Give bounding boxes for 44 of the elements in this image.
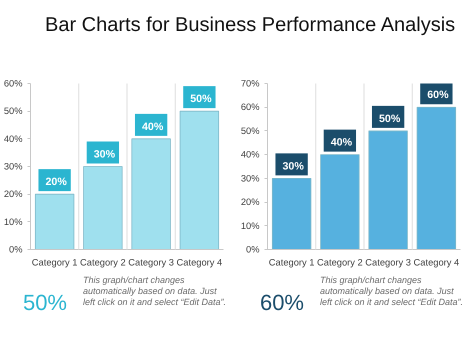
bar <box>320 154 360 250</box>
bar <box>416 106 456 250</box>
data-label: 60% <box>427 89 450 102</box>
y-tick-label: 10% <box>4 216 22 227</box>
x-tick-label: Category 2 <box>80 258 126 268</box>
data-label: 30% <box>282 160 304 172</box>
y-tick-label: 40% <box>4 134 22 144</box>
data-label: 20% <box>45 176 68 188</box>
y-tick-label: 0% <box>9 244 22 254</box>
y-tick-label: 30% <box>4 162 22 172</box>
x-tick-label: Category 2 <box>317 258 363 268</box>
x-tick-label: Category 3 <box>128 258 174 268</box>
y-tick-label: 10% <box>240 220 260 231</box>
bar <box>34 194 74 250</box>
x-tick-label: Category 1 <box>268 258 314 268</box>
bar <box>131 138 171 250</box>
y-tick-label: 50% <box>4 106 22 116</box>
data-label: 50% <box>190 93 212 106</box>
y-tick-label: 70% <box>240 78 260 88</box>
bar <box>180 110 220 250</box>
x-tick-label: Category 3 <box>365 258 411 268</box>
bar <box>368 130 408 250</box>
y-tick-label: 60% <box>4 78 22 88</box>
x-tick-label: Category 1 <box>32 258 78 268</box>
data-label: 40% <box>142 120 164 133</box>
y-tick-label: 40% <box>240 150 260 160</box>
y-tick-label: 60% <box>240 102 260 112</box>
text: 50% <box>22 289 67 317</box>
data-label: 50% <box>378 112 401 125</box>
text: This graph/chart changes automatically based on data. Just left click on it and select “Edit Data”. <box>83 275 227 308</box>
y-tick-label: 0% <box>246 244 260 254</box>
bar <box>83 166 123 250</box>
bar <box>272 178 312 250</box>
data-label: 30% <box>94 148 116 160</box>
y-tick-label: 20% <box>240 197 260 208</box>
x-tick-label: Category 4 <box>414 258 460 268</box>
y-tick-label: 30% <box>240 173 260 184</box>
text: This graph/chart changes automatically based on data. Just left click on it and select “Edit Data”. <box>320 275 464 308</box>
data-label: 40% <box>330 136 353 149</box>
y-tick-label: 20% <box>4 189 22 200</box>
text: 60% <box>260 289 304 317</box>
x-tick-label: Category 4 <box>176 258 222 268</box>
y-tick-label: 50% <box>240 126 260 136</box>
chart-title: Bar Charts for Business Performance Analysis <box>45 13 456 38</box>
